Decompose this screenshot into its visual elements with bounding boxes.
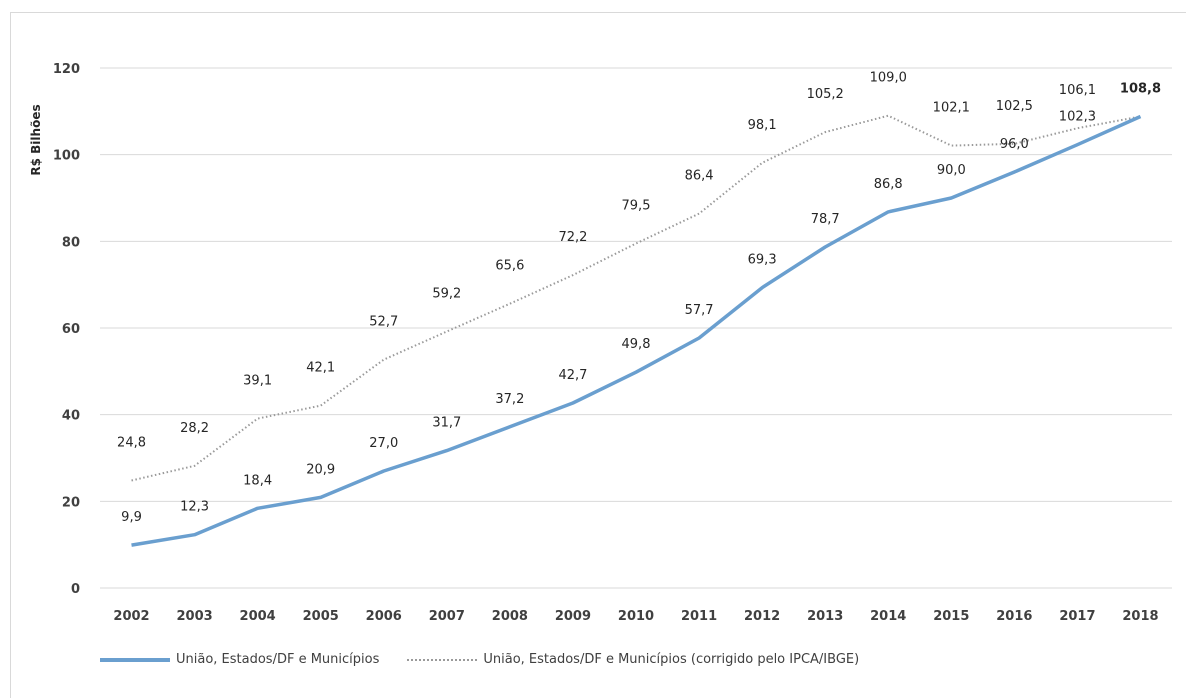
series-lines bbox=[131, 114, 1142, 547]
data-label-corrected: 105,2 bbox=[807, 87, 844, 102]
data-label-corrected: 42,1 bbox=[306, 361, 335, 376]
y-tick-label: 100 bbox=[53, 149, 80, 164]
x-tick-label: 2014 bbox=[870, 609, 906, 624]
data-label-nominal: 20,9 bbox=[306, 462, 335, 477]
data-label-corrected: 28,2 bbox=[180, 421, 209, 436]
legend-item-nominal: União, Estados/DF e Municípios bbox=[100, 652, 379, 667]
data-label-nominal: 12,3 bbox=[180, 500, 209, 515]
data-label-corrected: 109,0 bbox=[870, 71, 907, 86]
gridlines bbox=[100, 67, 1172, 589]
data-label-nominal: 102,3 bbox=[1059, 110, 1096, 125]
y-tick-label: 20 bbox=[62, 495, 80, 510]
y-tick-label: 40 bbox=[62, 409, 80, 424]
data-label-corrected: 72,2 bbox=[558, 230, 587, 245]
data-label-corrected: 102,1 bbox=[933, 101, 970, 116]
x-tick-label: 2012 bbox=[744, 609, 780, 624]
legend: União, Estados/DF e Municípios União, Es… bbox=[100, 652, 887, 667]
data-label-corrected: 39,1 bbox=[243, 374, 272, 389]
y-tick-label: 120 bbox=[53, 62, 80, 77]
x-tick-label: 2010 bbox=[618, 609, 654, 624]
data-label-corrected: 98,1 bbox=[748, 118, 777, 133]
legend-label-nominal: União, Estados/DF e Municípios bbox=[176, 652, 380, 667]
data-label-nominal: 27,0 bbox=[369, 436, 398, 451]
x-tick-label: 2002 bbox=[113, 609, 149, 624]
x-tick-label: 2016 bbox=[996, 609, 1032, 624]
y-tick-label: 60 bbox=[62, 322, 80, 337]
data-label-corrected: 106,1 bbox=[1059, 83, 1096, 98]
x-tick-label: 2006 bbox=[366, 609, 402, 624]
data-label-corrected: 102,5 bbox=[996, 99, 1033, 114]
data-labels: 9,9 12,3 18,4 20,9 27,0 31,7 37,2 42,7 49,8 57,7 6… bbox=[117, 71, 1161, 525]
x-tick-label: 2003 bbox=[176, 609, 212, 624]
data-label-corrected: 86,4 bbox=[685, 169, 714, 184]
y-tick-label: 80 bbox=[62, 235, 80, 250]
data-label-corrected: 59,2 bbox=[432, 286, 461, 301]
data-label-nominal: 69,3 bbox=[748, 253, 777, 268]
y-axis-title: R$ Bilhões bbox=[29, 104, 43, 175]
series-line-corrected bbox=[131, 114, 1141, 482]
data-label-nominal: 9,9 bbox=[121, 510, 142, 525]
legend-item-corrected: União, Estados/DF e Municípios (corrigid… bbox=[407, 652, 859, 667]
data-label-corrected: 79,5 bbox=[622, 199, 651, 214]
line-chart: 0 20 40 60 80 100 120 2002 2003 2004 2005 2006 2007… bbox=[29, 62, 1172, 624]
data-label-corrected: 108,8 bbox=[1120, 82, 1161, 97]
x-tick-label: 2005 bbox=[303, 609, 339, 624]
chart-frame bbox=[10, 12, 1186, 698]
data-label-nominal: 96,0 bbox=[1000, 137, 1029, 152]
data-label-nominal: 18,4 bbox=[243, 473, 272, 488]
x-tick-label: 2008 bbox=[492, 609, 528, 624]
legend-swatch-solid bbox=[100, 657, 170, 662]
data-label-corrected: 65,6 bbox=[495, 259, 524, 274]
x-tick-label: 2013 bbox=[807, 609, 843, 624]
x-tick-label: 2015 bbox=[933, 609, 969, 624]
data-label-corrected: 24,8 bbox=[117, 436, 146, 451]
series-line-nominal bbox=[131, 114, 1142, 547]
x-tick-label: 2004 bbox=[240, 609, 276, 624]
data-label-nominal: 78,7 bbox=[811, 212, 840, 227]
data-label-nominal: 86,8 bbox=[874, 177, 903, 192]
x-tick-label: 2011 bbox=[681, 609, 717, 624]
y-axis-ticks: 0 20 40 60 80 100 120 bbox=[53, 62, 80, 597]
data-label-nominal: 49,8 bbox=[622, 337, 651, 352]
legend-swatch-dotted bbox=[407, 658, 478, 661]
data-label-nominal: 42,7 bbox=[558, 368, 587, 383]
x-tick-label: 2007 bbox=[429, 609, 465, 624]
x-tick-label: 2017 bbox=[1059, 609, 1095, 624]
x-axis-ticks: 2002 2003 2004 2005 2006 2007 2008 2009 2010 2011… bbox=[113, 609, 1158, 624]
x-tick-label: 2018 bbox=[1122, 609, 1158, 624]
legend-label-corrected: União, Estados/DF e Municípios (corrigid… bbox=[483, 652, 860, 667]
data-label-nominal: 37,2 bbox=[495, 392, 524, 407]
data-label-corrected: 52,7 bbox=[369, 315, 398, 330]
y-tick-label: 0 bbox=[71, 582, 80, 597]
x-tick-label: 2009 bbox=[555, 609, 591, 624]
data-label-nominal: 31,7 bbox=[432, 416, 461, 431]
data-label-nominal: 90,0 bbox=[937, 163, 966, 178]
data-label-nominal: 57,7 bbox=[685, 303, 714, 318]
